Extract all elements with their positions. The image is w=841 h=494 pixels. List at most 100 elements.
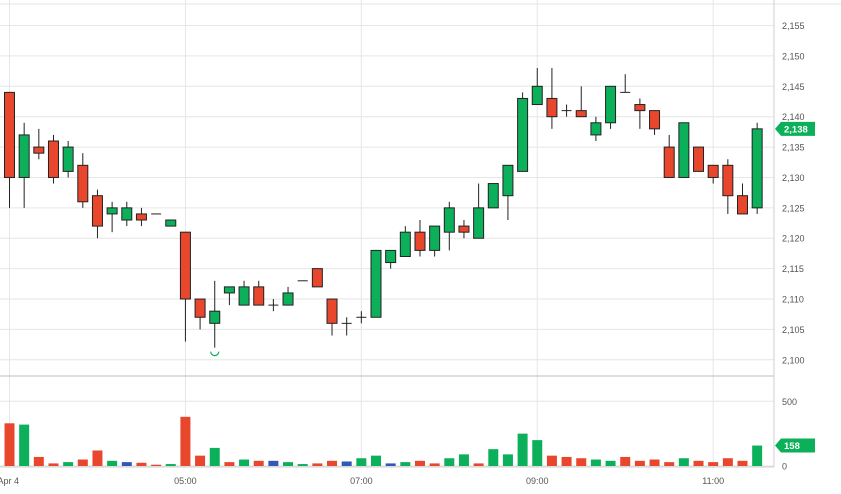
volume-bar <box>385 463 396 466</box>
candle-body <box>693 146 705 172</box>
candle-body <box>605 85 617 124</box>
last-volume-badge-text: 158 <box>784 441 800 452</box>
volume-bar <box>297 464 308 466</box>
volume-bar <box>458 454 469 466</box>
candle <box>473 183 485 239</box>
time-tick-label: 07:00 <box>350 476 373 486</box>
volume-tick-label: 500 <box>782 397 797 407</box>
volume-bar <box>576 458 587 466</box>
candle-body <box>223 286 235 294</box>
candle <box>429 225 441 257</box>
price-tick-label: 2,115 <box>782 264 804 274</box>
price-tick-label: 2,125 <box>782 203 805 213</box>
volume-bar <box>400 462 411 466</box>
candle-body <box>678 122 690 178</box>
volume-bar <box>546 455 557 466</box>
candle-body <box>106 207 118 215</box>
candle-body <box>179 231 191 300</box>
candle-layer <box>4 68 763 357</box>
candle-body <box>62 146 74 172</box>
candle-body <box>253 286 265 306</box>
volume-bar <box>136 462 147 466</box>
last-price-badge-shape <box>775 121 815 136</box>
volume-bar <box>327 460 338 466</box>
candle-body <box>649 110 661 130</box>
volume-bar <box>356 458 367 466</box>
candle-body <box>737 195 748 215</box>
candle <box>605 85 617 129</box>
candle-body <box>722 164 734 197</box>
candle <box>707 164 719 184</box>
volume-tick-label: 0 <box>782 462 787 472</box>
candle-body <box>18 134 30 178</box>
candle <box>91 189 103 239</box>
candle-body <box>707 164 719 178</box>
candle-body <box>47 140 59 178</box>
time-tick-label: Apr 4 <box>0 476 19 486</box>
volume-bar <box>312 463 323 466</box>
volume-bar <box>195 455 206 466</box>
candle <box>18 122 30 208</box>
candle <box>722 159 734 214</box>
price-tick-label: 2,150 <box>782 51 805 61</box>
candle-body <box>311 268 323 288</box>
candle <box>590 116 602 142</box>
last-price-badge: 2,138 <box>775 121 815 136</box>
candle <box>223 286 235 306</box>
candle-body <box>238 286 250 306</box>
candle-body <box>751 128 763 209</box>
candle <box>194 298 206 330</box>
candle <box>106 201 118 233</box>
candle <box>165 219 177 227</box>
candle-body <box>531 85 543 106</box>
candle-body <box>91 195 103 227</box>
candle-body <box>399 231 411 257</box>
time-tick-label: 05:00 <box>174 476 197 486</box>
candle <box>620 74 631 93</box>
volume-bar <box>239 459 250 466</box>
candle-body <box>165 219 177 227</box>
volume-bar <box>693 460 704 466</box>
candle-body <box>429 225 441 251</box>
volume-bar <box>444 458 455 466</box>
price-tick-label: 2,155 <box>782 21 805 31</box>
volume-bar <box>19 424 30 466</box>
candle <box>546 68 558 129</box>
volume-bar <box>268 460 279 466</box>
candle <box>693 146 705 172</box>
candle <box>77 153 89 208</box>
price-tick-label: 2,145 <box>782 82 805 92</box>
candle-body <box>590 122 602 136</box>
volume-bar <box>77 459 88 466</box>
candle <box>282 286 294 306</box>
volume-bar <box>283 462 294 466</box>
volume-bar <box>664 462 675 466</box>
volume-bar <box>92 450 103 466</box>
candle <box>268 299 279 312</box>
price-tick-label: 2,100 <box>782 355 805 365</box>
candle-body <box>546 97 558 118</box>
axis-layer: 2,155 2,150 2,145 2,140 2,135 2,130 2,125 2,120… <box>0 21 805 486</box>
candle-body <box>33 146 45 154</box>
volume-bar <box>341 461 352 466</box>
candle-body <box>443 207 455 233</box>
candle-body <box>77 164 89 203</box>
candle <box>370 249 382 318</box>
candle <box>634 98 646 129</box>
candle <box>399 226 411 257</box>
time-tick-label: 09:00 <box>526 476 549 486</box>
volume-bar <box>488 449 499 466</box>
low-marker-icon <box>210 351 220 357</box>
candle <box>531 68 543 106</box>
candle <box>649 110 661 135</box>
candle-body <box>370 249 382 318</box>
volume-bar <box>532 440 543 466</box>
volume-bar <box>151 464 162 466</box>
candle <box>33 128 45 160</box>
candle <box>4 91 15 208</box>
volume-bar <box>63 462 74 466</box>
price-tick-label: 2,130 <box>782 173 805 183</box>
grid-layer <box>0 0 841 468</box>
candle <box>121 201 133 227</box>
badge-layer: 2,138 158 <box>775 121 815 453</box>
